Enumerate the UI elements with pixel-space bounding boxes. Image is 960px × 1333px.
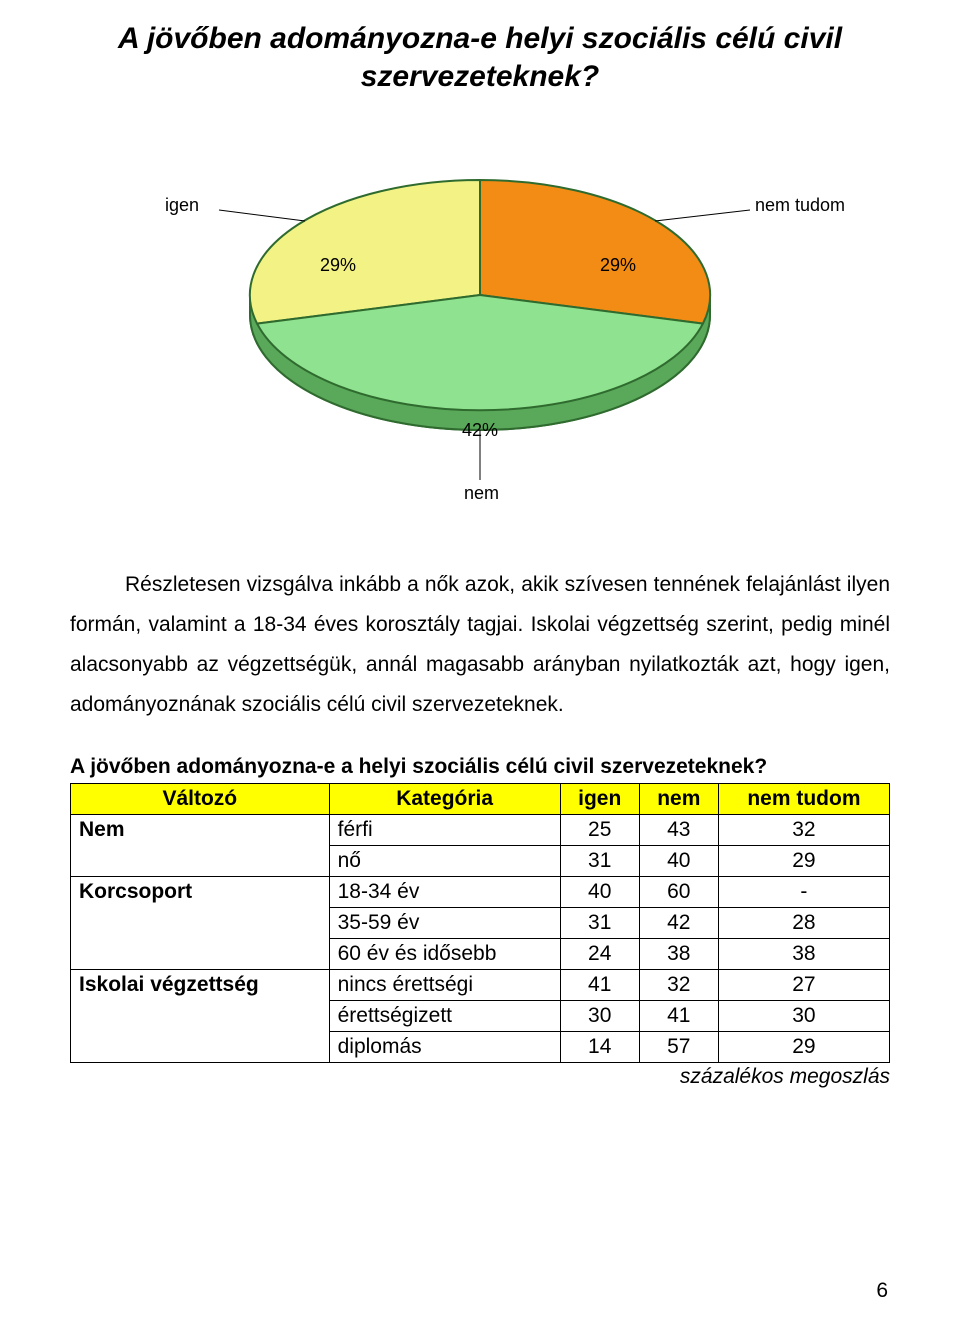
col-nemtudom: nem tudom — [718, 783, 889, 814]
value-cell: 29 — [718, 1031, 889, 1062]
value-cell: 42 — [639, 907, 718, 938]
value-cell: 40 — [560, 876, 639, 907]
value-cell: 14 — [560, 1031, 639, 1062]
pie-pct-nemtudom: 29% — [600, 255, 636, 276]
table-body: Nemférfi254332nő314029Korcsoport18-34 év… — [71, 814, 890, 1062]
pie-label-igen: igen — [165, 195, 199, 216]
value-cell: 57 — [639, 1031, 718, 1062]
table-footer: százalékos megoszlás — [70, 1065, 890, 1089]
value-cell: 25 — [560, 814, 639, 845]
category-cell: 18-34 év — [329, 876, 560, 907]
category-cell: 35-59 év — [329, 907, 560, 938]
category-cell: diplomás — [329, 1031, 560, 1062]
chart-title-line1: A jövőben adományozna-e helyi szociális … — [118, 22, 842, 55]
value-cell: 28 — [718, 907, 889, 938]
value-cell: 40 — [639, 845, 718, 876]
value-cell: 38 — [639, 938, 718, 969]
value-cell: 41 — [560, 969, 639, 1000]
pie-pct-igen: 29% — [320, 255, 356, 276]
variable-cell: Iskolai végzettség — [71, 969, 330, 1062]
table-head: Változó Kategória igen nem nem tudom — [71, 783, 890, 814]
table-title: A jövőben adományozna-e a helyi szociáli… — [70, 755, 890, 779]
category-cell: férfi — [329, 814, 560, 845]
category-cell: nincs érettségi — [329, 969, 560, 1000]
value-cell: 30 — [560, 1000, 639, 1031]
value-cell: 38 — [718, 938, 889, 969]
value-cell: 31 — [560, 907, 639, 938]
data-table: Változó Kategória igen nem nem tudom Nem… — [70, 783, 890, 1063]
value-cell: 32 — [718, 814, 889, 845]
variable-cell: Korcsoport — [71, 876, 330, 969]
pie-pct-nem: 42% — [462, 420, 498, 441]
col-nem: nem — [639, 783, 718, 814]
table-row: Iskolai végzettségnincs érettségi413227 — [71, 969, 890, 1000]
col-valtozo: Változó — [71, 783, 330, 814]
value-cell: - — [718, 876, 889, 907]
value-cell: 60 — [639, 876, 718, 907]
col-kategoria: Kategória — [329, 783, 560, 814]
pie-label-nemtudom: nem tudom — [755, 195, 845, 216]
category-cell: nő — [329, 845, 560, 876]
chart-title-line2: szervezeteknek? — [361, 60, 599, 93]
value-cell: 31 — [560, 845, 639, 876]
page-number: 6 — [70, 1279, 890, 1303]
category-cell: érettségizett — [329, 1000, 560, 1031]
page: A jövőben adományozna-e helyi szociális … — [0, 0, 960, 1323]
value-cell: 43 — [639, 814, 718, 845]
col-igen: igen — [560, 783, 639, 814]
pie-chart: igen nem tudom nem 29% 29% 42% — [70, 115, 890, 535]
value-cell: 29 — [718, 845, 889, 876]
value-cell: 24 — [560, 938, 639, 969]
leader-nemtudom — [655, 210, 750, 221]
table-row: Korcsoport18-34 év4060- — [71, 876, 890, 907]
chart-title: A jövőben adományozna-e helyi szociális … — [70, 20, 890, 95]
value-cell: 27 — [718, 969, 889, 1000]
leader-igen — [219, 210, 305, 221]
category-cell: 60 év és idősebb — [329, 938, 560, 969]
value-cell: 30 — [718, 1000, 889, 1031]
paragraph: Részletesen vizsgálva inkább a nők azok,… — [70, 565, 890, 725]
table-row: Nemférfi254332 — [71, 814, 890, 845]
value-cell: 41 — [639, 1000, 718, 1031]
pie-svg — [70, 115, 890, 535]
value-cell: 32 — [639, 969, 718, 1000]
pie-label-nem: nem — [464, 483, 499, 504]
variable-cell: Nem — [71, 814, 330, 876]
